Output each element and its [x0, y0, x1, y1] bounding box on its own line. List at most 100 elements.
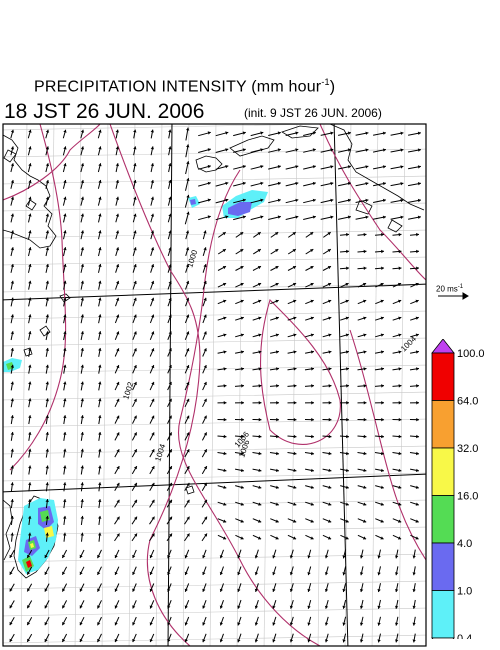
wind-arrow-head: [98, 264, 102, 267]
wind-arrow-head: [45, 264, 50, 267]
wind-arrow-head: [293, 485, 297, 489]
wind-arrow-head: [168, 213, 172, 217]
wind-arrow-head: [342, 639, 346, 643]
wind-arrow-head: [293, 434, 297, 439]
wind-arrow-head: [223, 485, 227, 489]
wind-arrow-head: [365, 198, 369, 203]
wind-arrow-head: [258, 434, 262, 439]
wind-arrow-head: [258, 485, 262, 489]
wind-arrow-head: [167, 588, 171, 592]
wind-arrow-head: [327, 266, 331, 270]
wind-arrow-head: [412, 605, 416, 609]
wind-arrow-head: [398, 266, 402, 270]
wind-arrow-head: [10, 381, 14, 385]
wind-arrow-head: [116, 482, 120, 487]
wind-arrow-head: [225, 131, 229, 135]
wind-arrow-head: [10, 415, 14, 419]
wind-arrow-head: [134, 516, 137, 520]
wind-arrow-head: [133, 314, 137, 318]
wind-arrow-head: [63, 163, 67, 167]
wind-arrow-head: [80, 381, 84, 385]
wind-arrow-shaft: [425, 151, 426, 153]
wind-arrow-head: [63, 230, 67, 234]
wind-arrow-head: [203, 297, 207, 301]
wind-arrow-head: [133, 129, 137, 133]
wind-arrow-head: [45, 465, 49, 469]
wind-arrow-head: [398, 367, 402, 371]
wind-arrow-head: [168, 264, 172, 268]
wind-arrow-head: [80, 364, 84, 368]
wind-arrow-head: [115, 146, 119, 150]
wind-arrow-head: [28, 230, 32, 234]
wind-arrow-head: [80, 180, 85, 184]
wind-arrow-head: [310, 485, 314, 489]
wind-arrow-head: [80, 432, 84, 435]
wind-arrow-head: [63, 264, 67, 267]
wind-arrow-head: [186, 449, 190, 453]
wind-arrow-head: [398, 519, 402, 523]
wind-arrow-head: [203, 314, 207, 318]
wind-arrow-head: [114, 622, 118, 626]
wind-arrow-head: [62, 605, 66, 609]
wind-arrow-head: [150, 129, 154, 133]
wind-arrow-head: [363, 384, 367, 388]
wind-arrow-head: [133, 348, 137, 352]
wind-arrow-head: [363, 333, 367, 337]
wind-arrow-head: [381, 451, 384, 456]
wind-arrow-head: [223, 417, 227, 422]
wind-arrow-head: [115, 180, 120, 183]
wind-arrow-head: [186, 331, 190, 335]
wind-arrow-head: [275, 485, 279, 489]
wind-arrow-head: [400, 131, 404, 135]
wind-arrow-head: [412, 555, 416, 559]
wind-arrow-head: [433, 334, 436, 337]
wind-arrow-head: [395, 572, 399, 576]
wind-arrow-head: [381, 434, 384, 439]
wind-arrow-head: [363, 316, 367, 320]
wind-arrow-head: [185, 247, 190, 251]
colorbar-top-triangle: [431, 339, 455, 354]
wind-arrow-head: [133, 196, 137, 200]
wind-arrow-head: [240, 468, 244, 472]
wind-arrow-head: [223, 367, 227, 371]
wind-arrow-head: [381, 232, 384, 237]
wind-arrow-head: [237, 571, 241, 576]
wind-arrow-head: [133, 415, 137, 419]
wind-arrow-shaft: [428, 317, 437, 320]
wind-arrow-head: [63, 432, 67, 435]
wind-arrow-head: [258, 451, 262, 456]
wind-arrow-head: [398, 468, 402, 472]
wind-arrow-head: [398, 316, 402, 320]
wind-arrow-head: [327, 249, 331, 253]
wind-arrow-head: [225, 198, 229, 202]
wind-arrow-head: [312, 131, 316, 135]
wind-arrow-head: [293, 468, 297, 472]
wind-arrow-head: [417, 182, 421, 186]
wind-arrow-head: [80, 532, 84, 536]
wind-arrow-head: [380, 299, 384, 303]
wind-arrow-head: [346, 451, 349, 456]
wind-arrow-head: [133, 297, 137, 301]
wind-arrow-head: [240, 232, 244, 236]
colorbar-label: 32.0: [457, 443, 478, 455]
wind-arrow-head: [132, 638, 136, 643]
wind-arrow-head: [10, 129, 15, 133]
wind-arrow-head: [381, 249, 384, 254]
wind-arrow-head: [9, 588, 13, 592]
wind-arrow-head: [28, 532, 32, 536]
wind-arrow-head: [80, 482, 84, 486]
wind-arrow-head: [292, 536, 297, 540]
wind-arrow-head: [395, 589, 399, 592]
wind-arrow-head: [328, 502, 332, 506]
wind-arrow-head: [342, 622, 346, 626]
wind-arrow-head: [272, 588, 276, 592]
wind-arrow-head: [327, 282, 332, 286]
wind-arrow-head: [80, 146, 85, 150]
wind-arrow-head: [98, 415, 102, 419]
wind-arrow-head: [307, 605, 311, 609]
wind-arrow-head: [346, 401, 349, 405]
wind-arrow-head: [204, 499, 207, 503]
wind-arrow-head: [415, 468, 419, 472]
wind-arrow-head: [275, 232, 279, 236]
wind-arrow-head: [63, 297, 67, 301]
